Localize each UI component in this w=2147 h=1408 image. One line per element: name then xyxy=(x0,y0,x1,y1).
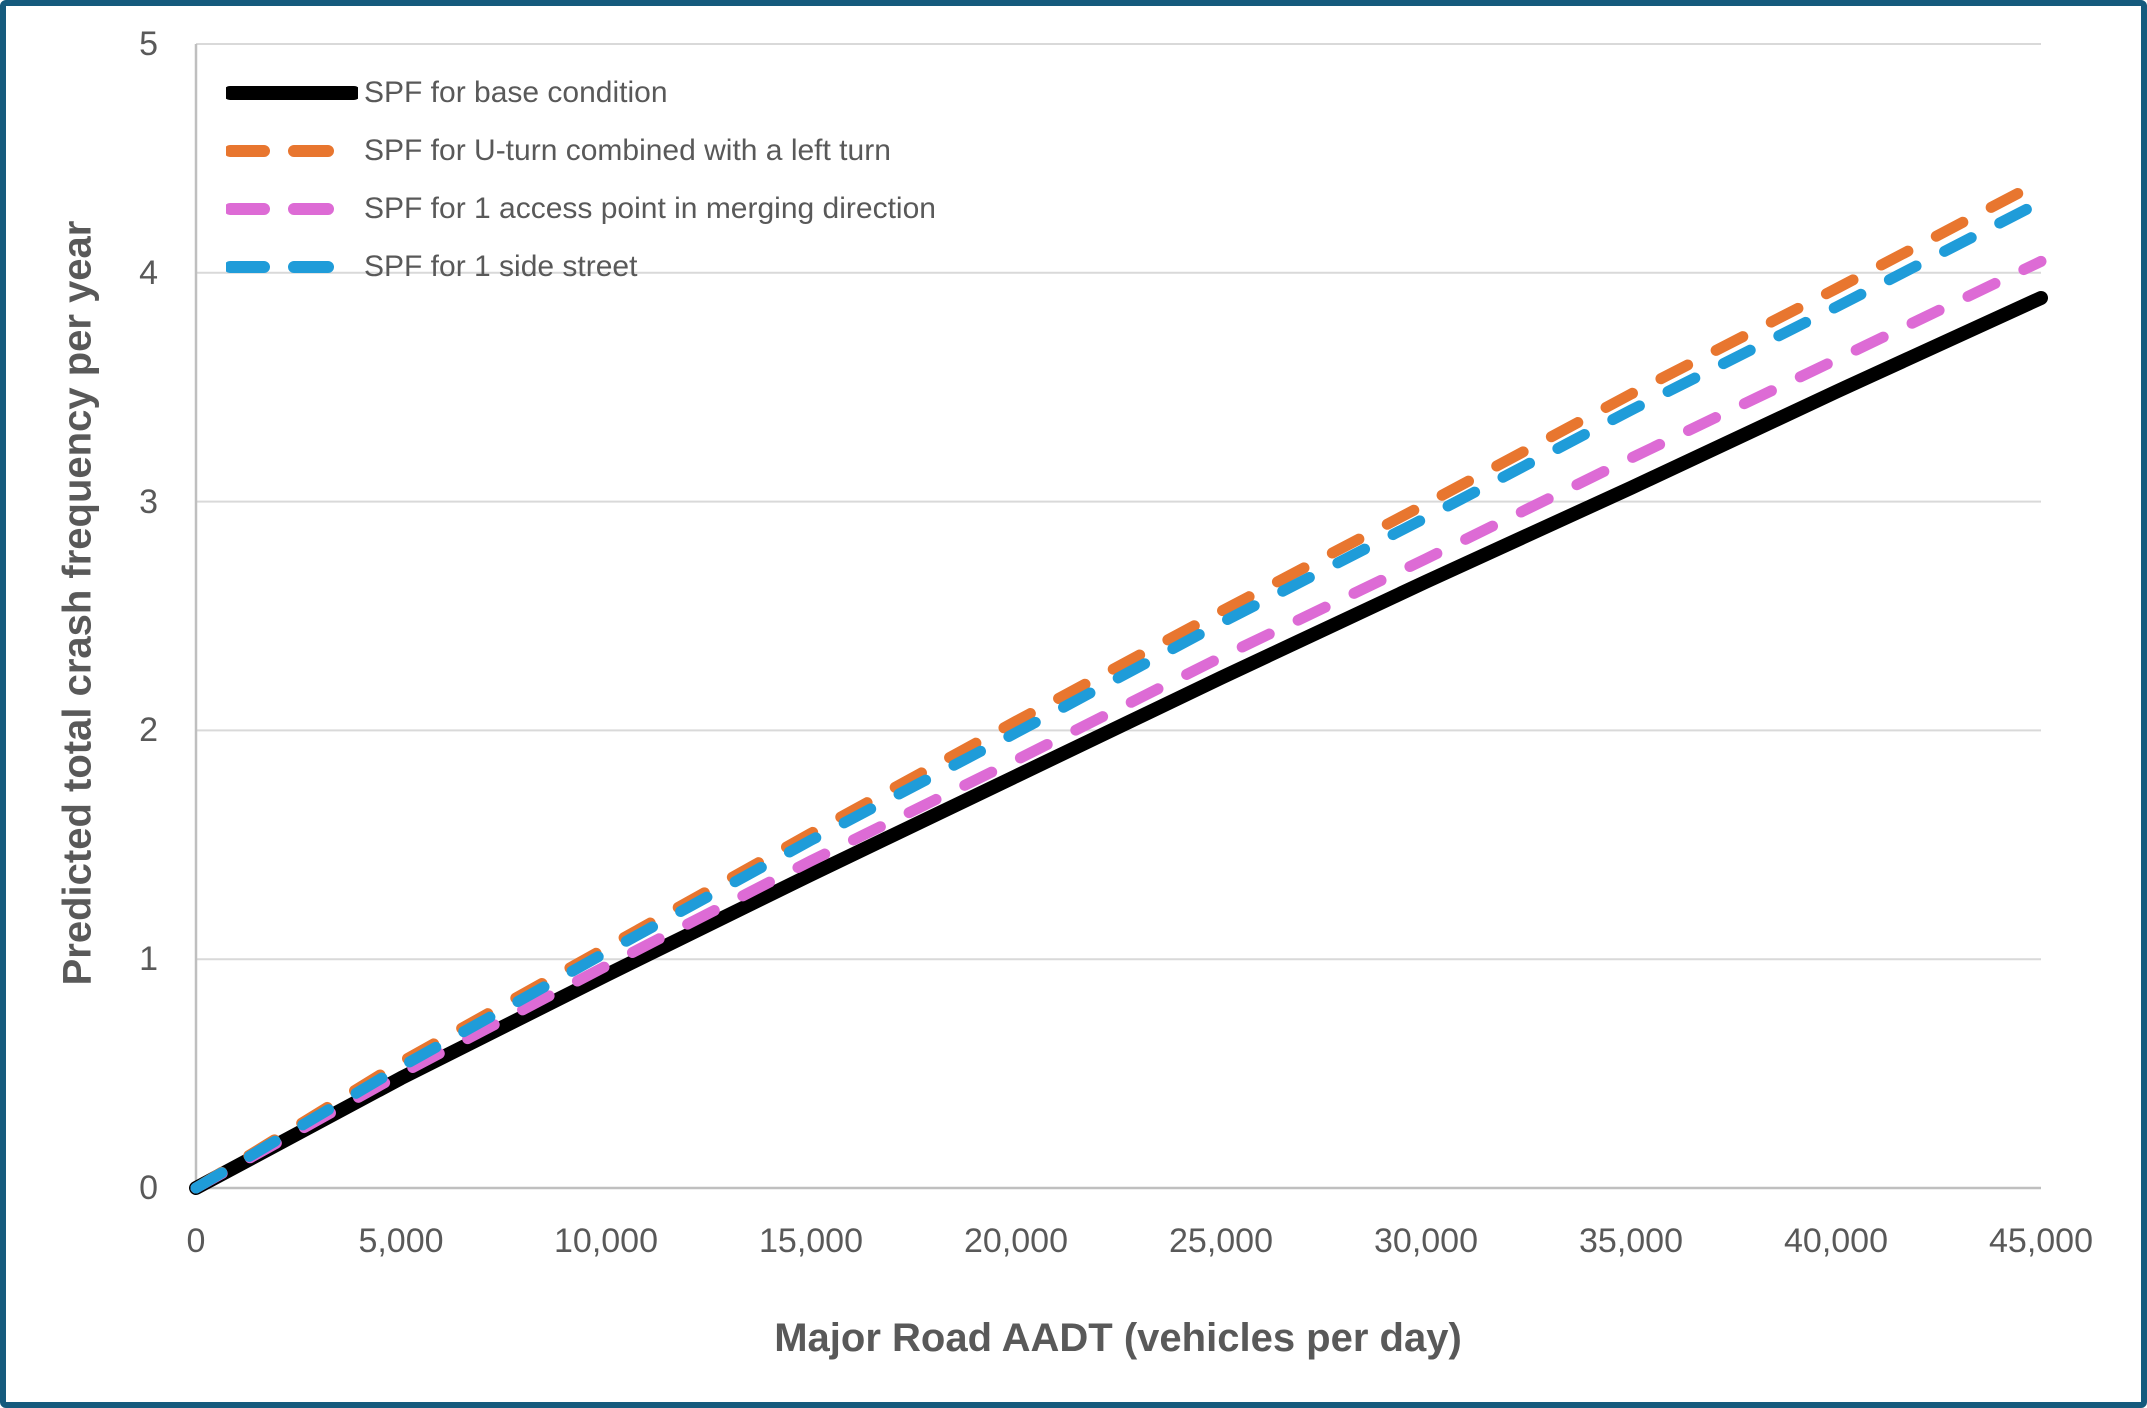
legend-line-sample xyxy=(226,145,335,157)
spf-crash-frequency-chart: 0 1 2 3 4 5 0 5,000 10,000 15,000 20,000 25,000 30,… xyxy=(6,6,2141,1402)
y-tick-label: 0 xyxy=(139,1169,158,1207)
x-tick-label: 20,000 xyxy=(964,1222,1068,1260)
x-tick-label: 30,000 xyxy=(1374,1222,1478,1260)
series-line-u-turn-left-turn xyxy=(190,175,2047,1194)
legend-label: SPF for U-turn combined with a left turn xyxy=(364,134,891,167)
legend-item: SPF for base condition xyxy=(226,64,936,122)
legend-item: SPF for U-turn combined with a left turn xyxy=(226,122,936,180)
x-tick-label: 45,000 xyxy=(1989,1222,2093,1260)
legend-line-sample xyxy=(226,261,335,273)
legend-line-sample xyxy=(226,86,358,100)
legend-label: SPF for 1 access point in merging direct… xyxy=(364,192,936,225)
y-tick-label: 2 xyxy=(139,711,158,750)
x-tick-label: 10,000 xyxy=(554,1222,658,1260)
y-tick-label: 5 xyxy=(139,25,158,63)
legend-label: SPF for base condition xyxy=(364,76,668,109)
x-tick-label: 25,000 xyxy=(1169,1222,1273,1260)
legend-label: SPF for 1 side street xyxy=(364,250,638,283)
x-tick-label: 15,000 xyxy=(759,1222,863,1260)
legend-item: SPF for 1 side street xyxy=(226,238,936,296)
plot-area xyxy=(189,43,2048,1195)
x-tick-label: 35,000 xyxy=(1579,1222,1683,1260)
x-tick-label: 0 xyxy=(186,1222,206,1260)
x-tick-label: 40,000 xyxy=(1784,1222,1888,1260)
y-tick-label: 4 xyxy=(139,253,158,292)
y-axis-title: Predicted total crash frequency per year xyxy=(55,220,100,986)
legend-line-sample xyxy=(226,203,335,215)
x-axis-title: Major Road AADT (vehicles per day) xyxy=(774,1316,1462,1360)
series-line-side-street xyxy=(190,196,2047,1194)
y-tick-label: 1 xyxy=(139,940,158,979)
y-tick-label: 3 xyxy=(139,482,158,521)
x-tick-label: 5,000 xyxy=(358,1222,444,1260)
series-line-base-condition xyxy=(189,290,2048,1195)
legend: SPF for base condition SPF for U-turn co… xyxy=(226,64,936,296)
legend-item: SPF for 1 access point in merging direct… xyxy=(226,180,936,238)
